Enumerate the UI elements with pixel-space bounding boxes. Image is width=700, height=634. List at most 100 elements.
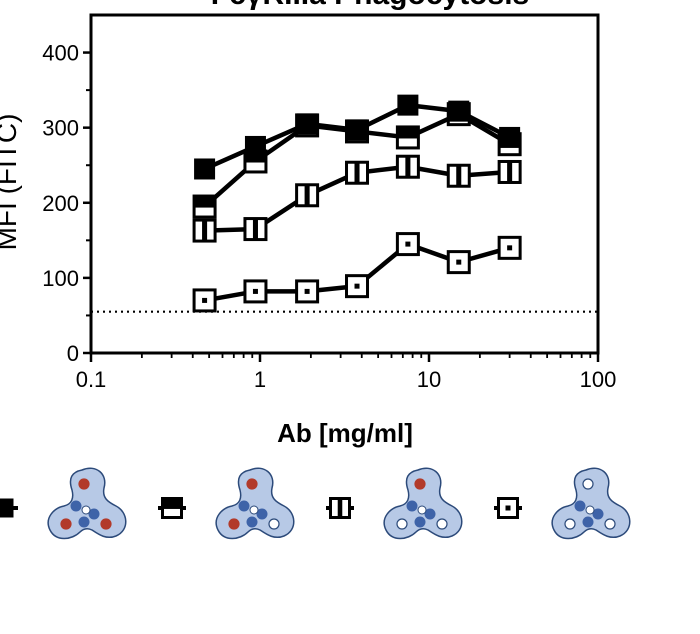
legend-marker xyxy=(497,497,519,519)
y-tick-label: 200 xyxy=(42,191,79,216)
marker-body xyxy=(499,126,521,148)
molecule-icon xyxy=(47,467,127,540)
marker-fill-top xyxy=(162,498,182,509)
legend xyxy=(0,467,631,540)
data-point-series-1 xyxy=(346,119,368,141)
molecule-body xyxy=(47,467,127,540)
x-tick-label: 10 xyxy=(417,367,441,392)
molecule-body xyxy=(383,467,463,540)
data-point-series-1 xyxy=(499,126,521,148)
x-tick-label: 1 xyxy=(254,367,266,392)
data-point-series-4 xyxy=(192,288,217,313)
molecule-center xyxy=(81,505,91,515)
marker-fill-middle xyxy=(354,162,360,184)
molecule-center xyxy=(417,505,427,515)
marker-center-dot xyxy=(507,245,513,251)
molecule-lobe xyxy=(246,516,258,528)
marker-fill-top xyxy=(397,126,419,139)
data-point-series-1 xyxy=(296,113,318,135)
data-point-series-1 xyxy=(244,135,266,157)
marker-fill-middle xyxy=(252,218,258,240)
marker-center-dot xyxy=(304,288,310,294)
data-point-series-3 xyxy=(345,160,370,185)
molecule-lobe xyxy=(88,508,100,520)
marker-fill-middle xyxy=(507,161,513,183)
marker-fill-middle xyxy=(304,184,310,206)
data-point-series-2 xyxy=(192,194,217,219)
molecule-lobe xyxy=(582,516,594,528)
marker-body xyxy=(194,158,216,180)
glycan-dot-white xyxy=(564,518,576,530)
data-point-series-1 xyxy=(448,100,470,122)
glycan-dot-red xyxy=(60,518,72,530)
marker-body xyxy=(397,94,419,116)
molecule-lobe xyxy=(70,500,82,512)
glycan-dot-white xyxy=(396,518,408,530)
molecule-center xyxy=(585,505,595,515)
molecule-body xyxy=(215,467,295,540)
legend-entry-2 xyxy=(158,467,295,540)
marker-body xyxy=(0,498,14,518)
data-point-series-3 xyxy=(295,183,320,208)
marker-center-dot xyxy=(505,505,511,511)
marker-fill-middle xyxy=(337,498,343,518)
molecule-lobe xyxy=(78,516,90,528)
marker-center-dot xyxy=(456,259,462,265)
legend-marker xyxy=(161,497,183,519)
data-point-series-3 xyxy=(446,163,471,188)
data-point-series-4 xyxy=(497,235,522,260)
plot-frame xyxy=(89,13,600,355)
data-point-series-4 xyxy=(395,232,420,257)
marker-body xyxy=(244,135,266,157)
marker-center-dot xyxy=(252,288,258,294)
glycan-dot-red xyxy=(228,518,240,530)
data-point-series-1 xyxy=(194,158,216,180)
marker-body xyxy=(448,100,470,122)
molecule-icon xyxy=(215,467,295,540)
marker-body xyxy=(296,113,318,135)
data-point-series-2 xyxy=(395,125,420,150)
molecule-center xyxy=(249,505,259,515)
molecule-lobe xyxy=(238,500,250,512)
x-tick-label: 0.1 xyxy=(76,367,107,392)
molecule-icon xyxy=(383,467,463,540)
legend-marker xyxy=(329,497,351,519)
marker-center-dot xyxy=(354,283,360,289)
legend-entry-1 xyxy=(0,467,127,540)
molecule-lobe xyxy=(424,508,436,520)
y-tick-label: 0 xyxy=(67,341,79,366)
molecule-lobe xyxy=(256,508,268,520)
x-axis-label: Ab [mg/ml] xyxy=(277,418,413,448)
x-tick-label: 100 xyxy=(580,367,617,392)
molecule-lobe xyxy=(406,500,418,512)
chart-title: FcγRIIIa Phagocytosis xyxy=(211,0,529,11)
glycan-dot-white xyxy=(582,478,594,490)
marker-body xyxy=(346,119,368,141)
glycan-dot-red xyxy=(100,518,112,530)
data-point-series-4 xyxy=(345,274,370,299)
molecule-icon xyxy=(551,467,631,540)
y-tick-label: 400 xyxy=(42,41,79,66)
data-point-series-3 xyxy=(395,154,420,179)
legend-entry-3 xyxy=(326,467,463,540)
glycan-dot-white xyxy=(436,518,448,530)
marker-fill-middle xyxy=(456,165,462,187)
glycan-dot-red xyxy=(246,478,258,490)
y-tick-label: 300 xyxy=(42,116,79,141)
molecule-lobe xyxy=(574,500,586,512)
data-point-series-3 xyxy=(497,159,522,184)
data-point-series-3 xyxy=(192,218,217,243)
marker-center-dot xyxy=(405,241,411,247)
glycan-dot-red xyxy=(78,478,90,490)
legend-entry-4 xyxy=(494,467,631,540)
data-point-series-1 xyxy=(397,94,419,116)
y-axis-label: MFI (FITC) xyxy=(0,114,22,251)
glycan-dot-white xyxy=(268,518,280,530)
marker-center-dot xyxy=(202,297,208,303)
marker-fill-top xyxy=(194,196,216,208)
y-tick-label: 100 xyxy=(42,266,79,291)
data-point-series-4 xyxy=(243,279,268,304)
molecule-body xyxy=(551,467,631,540)
molecule-lobe xyxy=(414,516,426,528)
